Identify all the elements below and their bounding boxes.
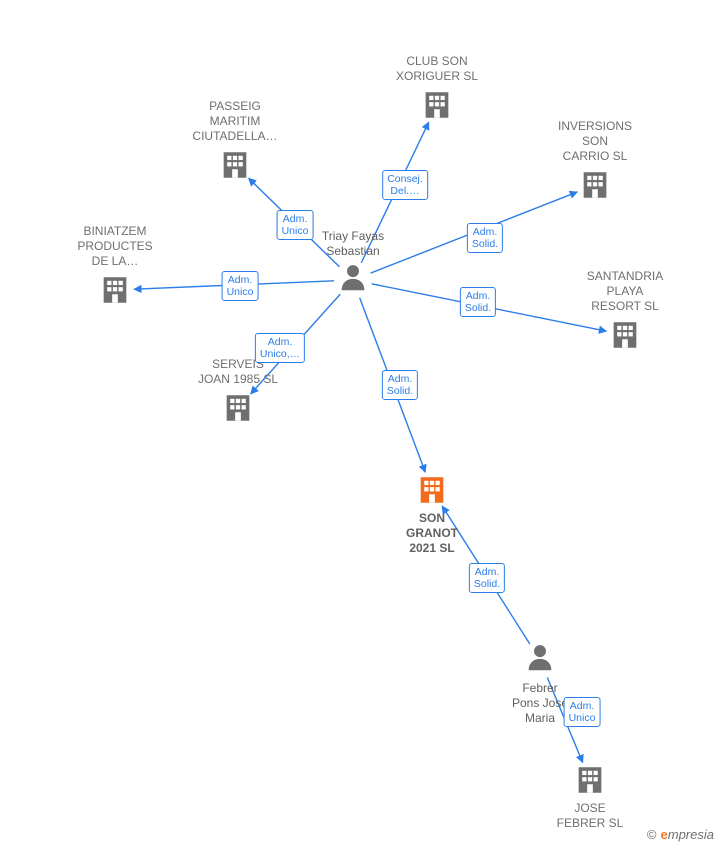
- edge-label: Adm.Solid.: [467, 223, 503, 253]
- edge-label: Adm.Unico: [277, 210, 314, 240]
- copyright-symbol: ©: [647, 827, 657, 842]
- edge-label: Consej.Del.…: [382, 170, 428, 200]
- edge-label: Adm.Solid.: [469, 563, 505, 593]
- node-label: INVERSIONSSONCARRIO SL: [540, 119, 650, 164]
- building-icon: [573, 763, 607, 797]
- node-label: JOSEFEBRER SL: [535, 801, 645, 831]
- building-icon: [608, 318, 642, 352]
- brand-name: empresia: [661, 827, 714, 842]
- edge-label: Adm.Unico: [222, 271, 259, 301]
- edge-label: Adm.Solid.: [460, 287, 496, 317]
- edge-label: Adm.Unico: [564, 697, 601, 727]
- footer-attribution: © empresia: [647, 827, 714, 842]
- building-icon: [98, 273, 132, 307]
- building-icon: [221, 391, 255, 425]
- node-label: Triay FayasSebastian: [298, 229, 408, 259]
- node-label: SONGRANOT2021 SL: [377, 511, 487, 556]
- building-icon: [578, 168, 612, 202]
- edge-label: Adm.Unico,…: [255, 333, 305, 363]
- edge-label: Adm.Solid.: [382, 370, 418, 400]
- person-icon: [523, 641, 557, 680]
- building-icon: [415, 473, 449, 507]
- building-icon: [218, 148, 252, 182]
- node-label: CLUB SONXORIGUER SL: [382, 54, 492, 84]
- node-label: BINIATZEMPRODUCTESDE LA…: [60, 224, 170, 269]
- building-icon: [420, 88, 454, 122]
- node-label: SANTANDRIAPLAYARESORT SL: [570, 269, 680, 314]
- node-label: PASSEIGMARITIMCIUTADELLA…: [180, 99, 290, 144]
- person-icon: [336, 261, 370, 300]
